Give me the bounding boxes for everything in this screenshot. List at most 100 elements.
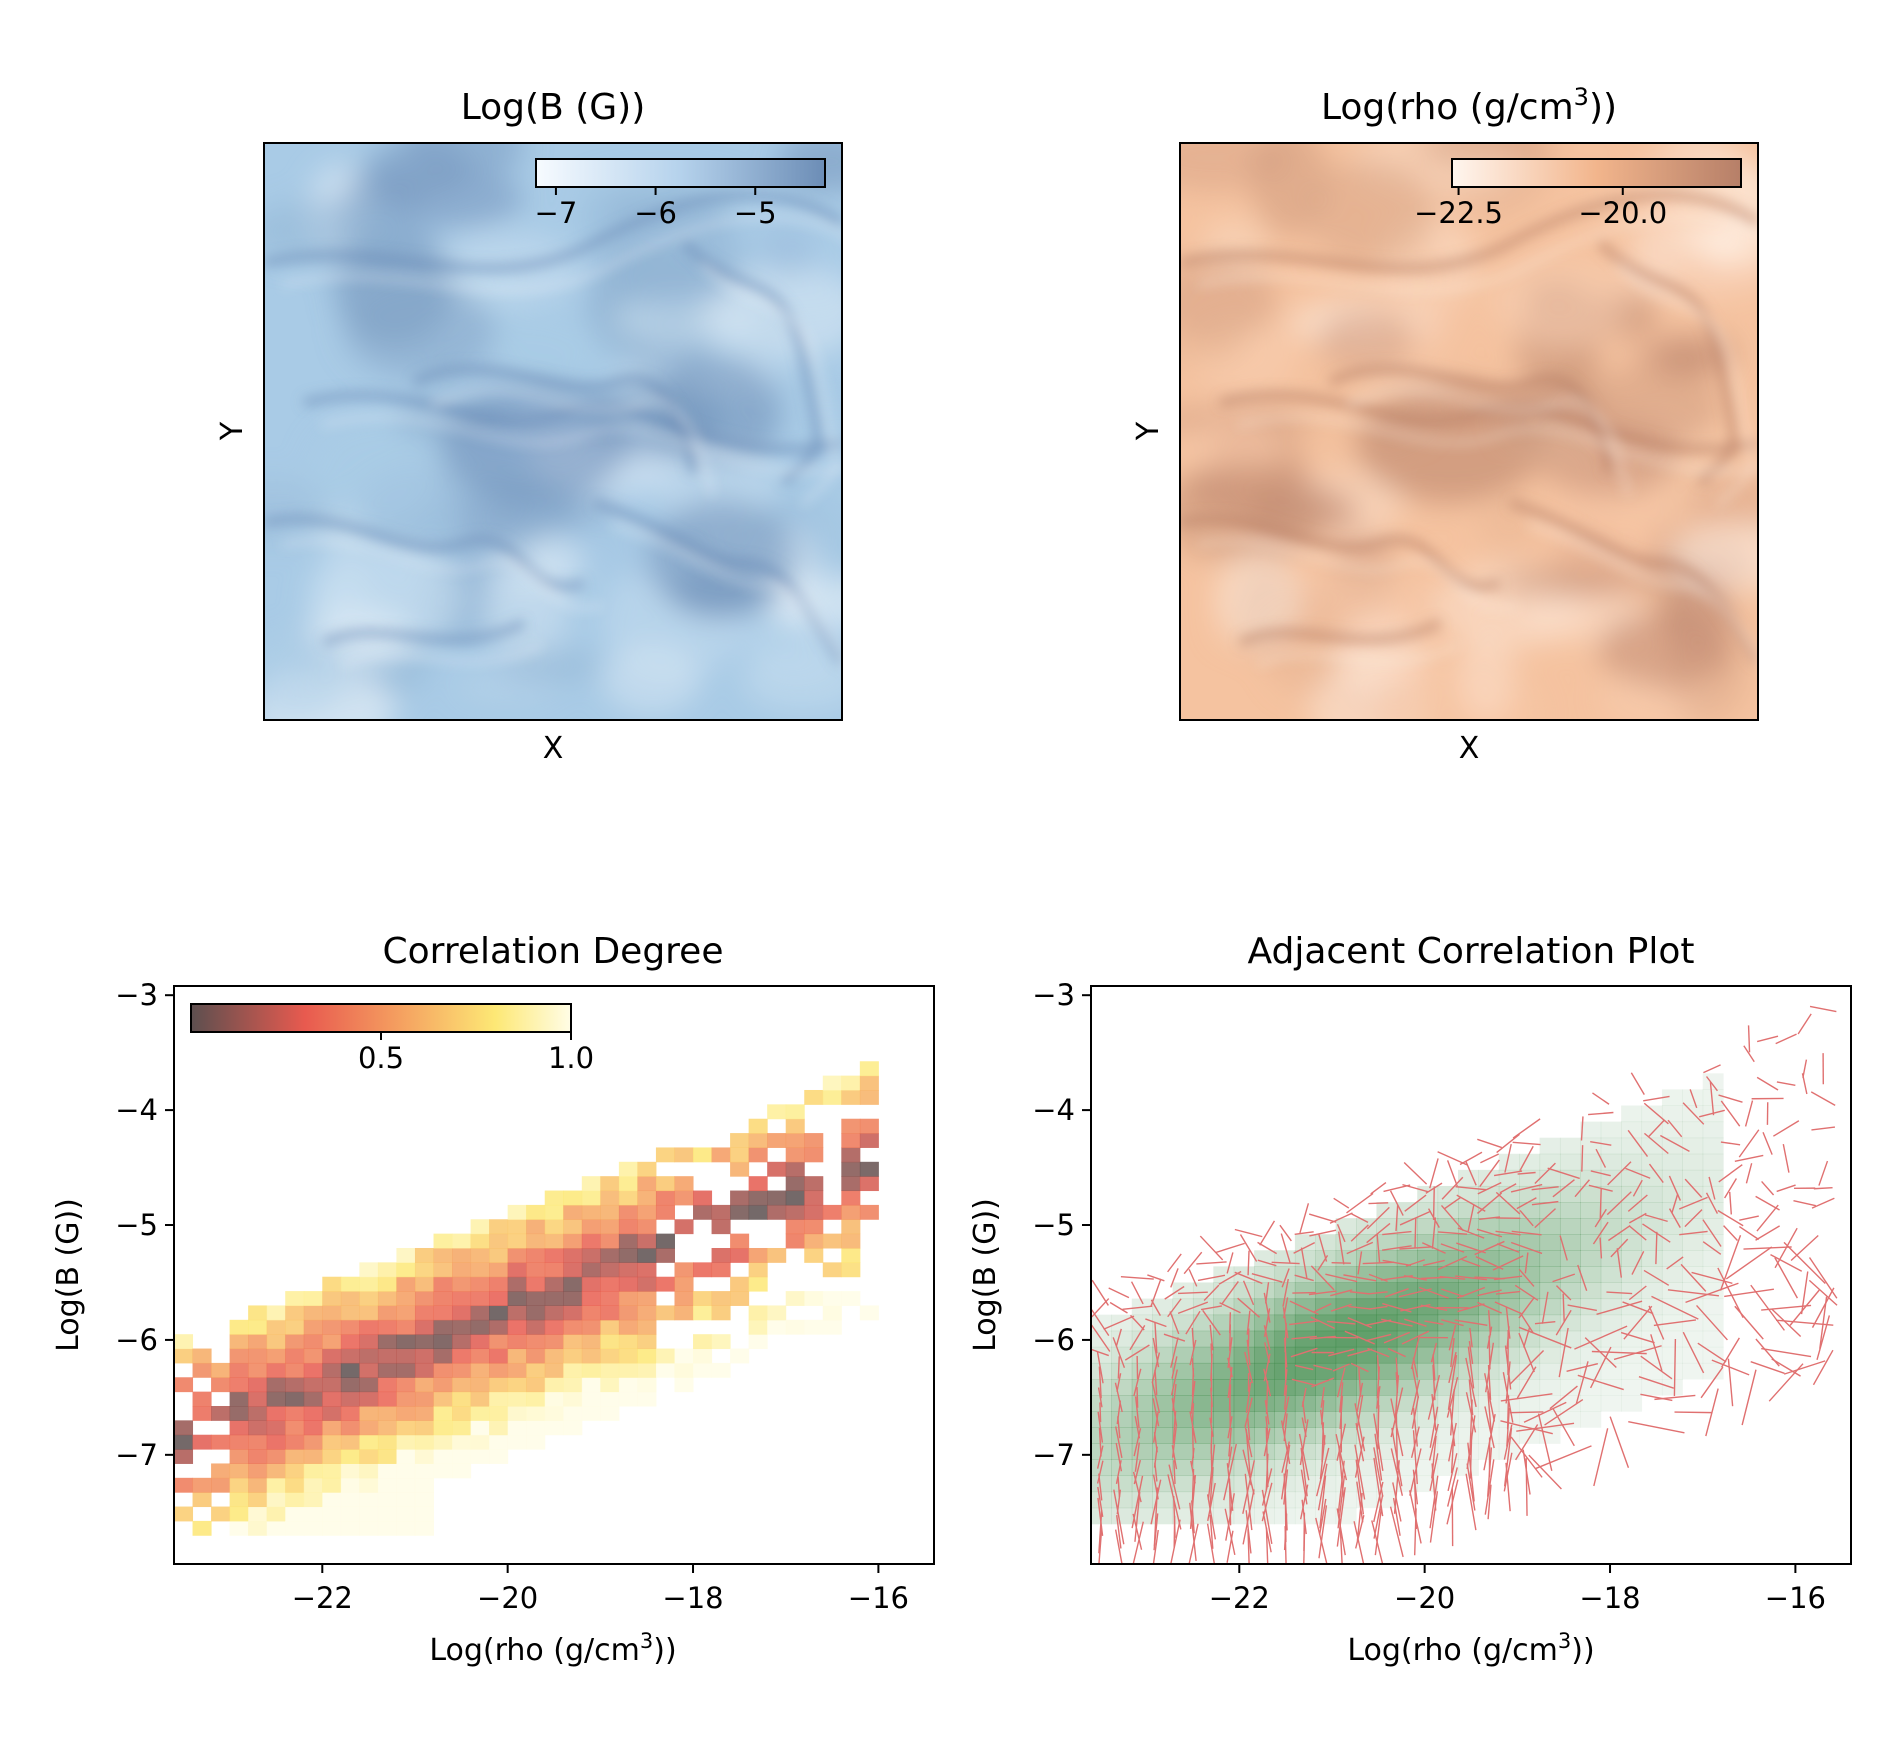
p3-heatmap-cell [544,1247,564,1263]
p3-heatmap-cell [266,1348,286,1364]
p4-density-cell [1294,1378,1316,1396]
p4-direction-segment [1638,1376,1674,1389]
p3-heatmap-cell [507,1362,527,1378]
p3-heatmap-cell [303,1434,323,1450]
p4-density-cell [1131,1459,1153,1477]
p4-direction-segment [1816,1315,1831,1360]
p4-direction-segment [1117,1356,1120,1379]
p3-heatmap-cell [303,1334,323,1350]
p4-direction-segment [1279,1224,1292,1242]
p4-density-cell [1600,1266,1622,1283]
p4-direction-segment [1724,1288,1774,1298]
p4-density-cell [1172,1330,1194,1348]
p4-density-cell [1111,1314,1133,1332]
p4-direction-segment [1447,1354,1458,1410]
p4-direction-segment [1289,1300,1319,1315]
p4-direction-segment [1431,1217,1437,1249]
p3-heatmap-cell [507,1305,527,1321]
p3-heatmap-cell [396,1262,416,1278]
p3-heatmap-cell [804,1176,824,1192]
p3-heatmap-cell [526,1204,546,1220]
p3-heatmap-cell [618,1176,638,1192]
p4-direction-segment [1245,1429,1252,1486]
p4-direction-segment [1171,1356,1178,1379]
p4-direction-segment [1202,1309,1221,1336]
p3-heatmap-cell [581,1377,601,1393]
p3-heatmap-cell [674,1276,694,1292]
p3-heatmap-cell [637,1262,657,1278]
p4-direction-segment [1559,1235,1568,1261]
p4-direction-segment [1642,1223,1671,1243]
p4-direction-segment [1116,1515,1122,1549]
p4-direction-segment [1376,1233,1381,1263]
p4-direction-segment [1673,1339,1677,1396]
p4-direction-segment [1358,1368,1362,1397]
p4-direction-segment [1206,1523,1216,1564]
p3-heatmap-cell [581,1190,601,1206]
p3-heatmap-cell [303,1520,323,1536]
p3-heatmap-cell [507,1233,527,1249]
p4-density-cell [1192,1378,1214,1396]
p3-heatmap-cell [229,1319,249,1335]
p3-heatmap-cell [581,1291,601,1306]
p3-heatmap-cell [322,1276,342,1292]
p4-density-cell [1661,1169,1683,1187]
p4-direction-segment [1320,1386,1325,1408]
p4-direction-segment [1207,1482,1216,1522]
p3-heatmap-cell [174,1334,194,1350]
p4-direction-segment [1439,1275,1466,1280]
p3-heatmap-cell [322,1391,342,1407]
p2-filament [1218,390,1758,454]
p4-direction-segment [1727,1358,1734,1407]
p4-direction-segment [1409,1448,1422,1496]
p4-direction-segment [1776,1184,1796,1193]
p4-direction-segment [1244,1351,1254,1384]
p4-density-cell [1152,1411,1174,1428]
p3-heatmap-cell [637,1176,657,1192]
p4-direction-segment [1595,1148,1607,1168]
p4-direction-segment [1395,1205,1399,1232]
p4-direction-segment [1115,1328,1122,1347]
p4-density-cell [1519,1153,1541,1171]
p3-heatmap-cell [841,1291,861,1306]
p4-density-cell [1661,1105,1683,1123]
p4-density-cell [1294,1234,1316,1251]
p4-direction-segment [1242,1489,1255,1545]
p3-heatmap-cell [285,1362,305,1378]
p2-texture-blob [1651,338,1731,377]
p4-density-cell [1539,1153,1561,1171]
p3-heatmap-cell [396,1291,416,1306]
p4-direction-segment [1300,1247,1308,1279]
p3-heatmap-cell [618,1377,638,1393]
p4-density-cell [1152,1362,1174,1380]
p4-direction-segment [1242,1449,1255,1495]
p4-direction-segment [1337,1475,1346,1529]
p4-direction-segment [1167,1474,1182,1530]
p3-heatmap-cell [285,1506,305,1522]
p4-density-cell [1621,1121,1643,1139]
p4-direction-segment [1455,1275,1487,1281]
p4-density-cell [1519,1395,1541,1412]
p4-direction-segment [1300,1469,1308,1505]
p4-density-cell [1661,1089,1683,1107]
p4-direction-segment [1724,1178,1737,1199]
p4-direction-segment [1517,1171,1536,1175]
p3-heatmap-cell [377,1362,397,1378]
p3-heatmap-cell [433,1291,453,1306]
p3-heatmap-cell [748,1133,768,1148]
p4-density-cell [1294,1395,1316,1412]
p4-density-cell [1498,1153,1520,1171]
p4-xlabel: Log(rho (g/cm3)) [1347,1629,1594,1668]
p4-density-cell [1641,1282,1663,1300]
p4-direction-segment [1178,1291,1208,1295]
p4-density-cell [1417,1411,1439,1428]
p4-direction-segment [1301,1417,1307,1438]
p4-direction-segment [1383,1331,1410,1344]
p3-heatmap-cell [229,1477,249,1493]
p4-direction-segment [1756,1204,1779,1232]
p4-direction-segment [1291,1378,1317,1387]
p4-direction-segment [1281,1268,1290,1288]
p3-heatmap-cell [414,1506,435,1522]
p4-density-cell [1254,1298,1276,1316]
p2-xlabel: X [1459,731,1480,766]
